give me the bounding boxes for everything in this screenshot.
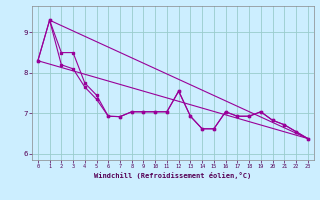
X-axis label: Windchill (Refroidissement éolien,°C): Windchill (Refroidissement éolien,°C) [94, 172, 252, 179]
